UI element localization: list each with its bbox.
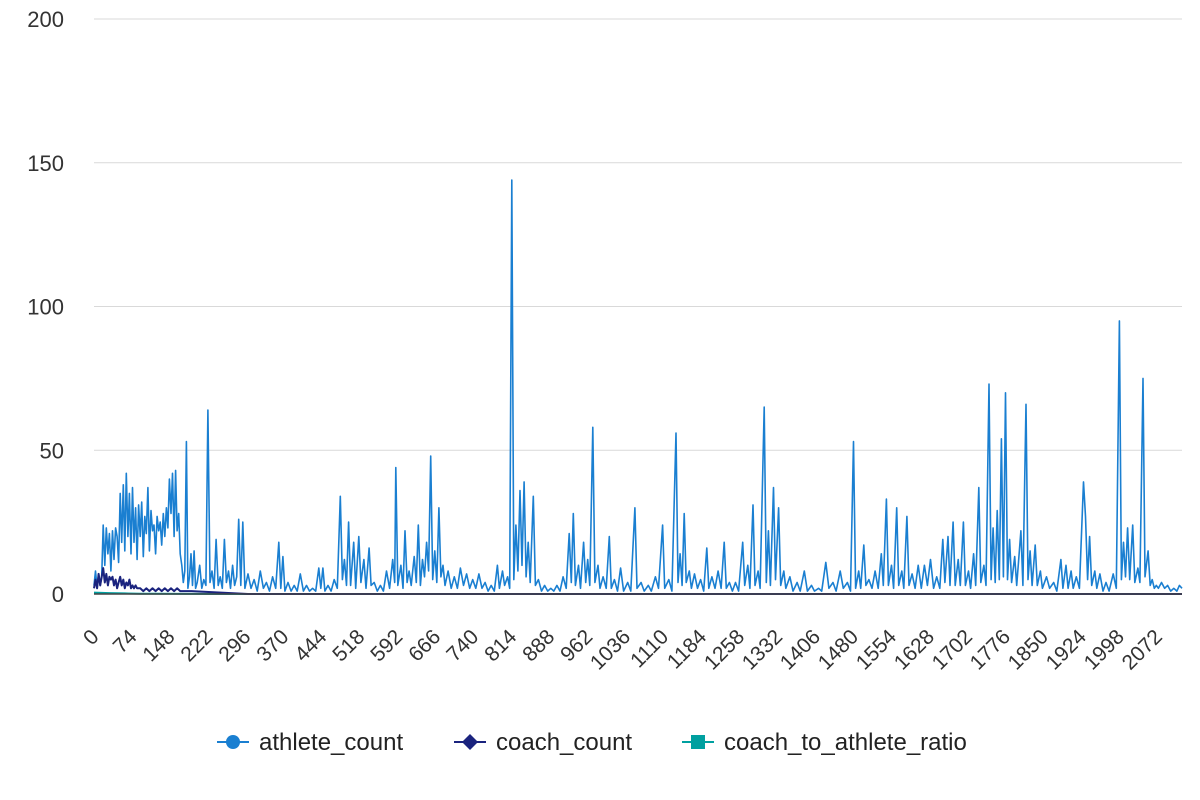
x-tick-label: 1036 bbox=[586, 625, 635, 674]
x-tick-label: 740 bbox=[442, 625, 483, 666]
x-tick-label: 222 bbox=[176, 625, 217, 666]
legend: athlete_count coach_count coach_to_athlete… bbox=[217, 729, 967, 756]
x-tick-label: 1924 bbox=[1042, 625, 1092, 675]
x-tick-label: 2072 bbox=[1118, 625, 1167, 674]
x-tick-label: 370 bbox=[252, 625, 293, 666]
x-tick-label: 814 bbox=[480, 625, 521, 666]
x-tick-label: 74 bbox=[109, 625, 142, 658]
y-tick-label: 50 bbox=[40, 438, 64, 463]
x-tick-label: 592 bbox=[366, 625, 407, 666]
x-tick-label: 148 bbox=[138, 625, 179, 666]
legend-item-coach-to-athlete-ratio: coach_to_athlete_ratio bbox=[682, 729, 967, 756]
x-tick-label: 1554 bbox=[852, 625, 902, 675]
y-tick-label: 150 bbox=[27, 151, 64, 176]
x-tick-label: 518 bbox=[328, 625, 369, 666]
x-tick-label: 296 bbox=[214, 625, 255, 666]
x-tick-label: 1776 bbox=[966, 625, 1015, 674]
x-tick-label: 1258 bbox=[700, 625, 749, 674]
x-tick-label: 1406 bbox=[776, 625, 825, 674]
x-tick-label: 1184 bbox=[663, 625, 711, 673]
legend-label: athlete_count bbox=[259, 729, 403, 756]
series-lines bbox=[93, 179, 1183, 595]
x-tick-label: 0 bbox=[79, 625, 104, 650]
x-tick-label: 1628 bbox=[890, 625, 939, 674]
x-tick-label: 1998 bbox=[1080, 625, 1129, 674]
legend-item-coach-count: coach_count bbox=[454, 729, 632, 756]
x-tick-label: 1110 bbox=[626, 625, 673, 672]
series-line-coach-count bbox=[93, 567, 1182, 595]
y-tick-label: 100 bbox=[27, 295, 64, 320]
legend-label: coach_to_athlete_ratio bbox=[724, 729, 967, 756]
series-line-athlete-count bbox=[93, 179, 1183, 592]
x-tick-label: 444 bbox=[290, 625, 331, 666]
legend-marker-square bbox=[691, 735, 705, 749]
x-tick-label: 1332 bbox=[738, 625, 787, 674]
x-tick-label: 1850 bbox=[1004, 625, 1053, 674]
legend-item-athlete-count: athlete_count bbox=[217, 729, 403, 756]
y-tick-label: 200 bbox=[27, 7, 64, 32]
x-tick-label: 1702 bbox=[928, 625, 977, 674]
legend-marker-diamond bbox=[462, 734, 478, 750]
legend-marker-circle bbox=[226, 735, 240, 749]
y-axis-ticks: 0 50 100 150 200 bbox=[27, 7, 64, 607]
x-tick-label: 1480 bbox=[814, 625, 863, 674]
y-tick-label: 0 bbox=[52, 582, 64, 607]
x-axis-ticks: 0 741482222963704445185926667408148889621… bbox=[79, 625, 1167, 675]
gridlines bbox=[94, 18, 1182, 595]
x-tick-label: 666 bbox=[404, 625, 445, 666]
x-tick-label: 888 bbox=[518, 625, 559, 666]
legend-label: coach_count bbox=[496, 729, 632, 756]
